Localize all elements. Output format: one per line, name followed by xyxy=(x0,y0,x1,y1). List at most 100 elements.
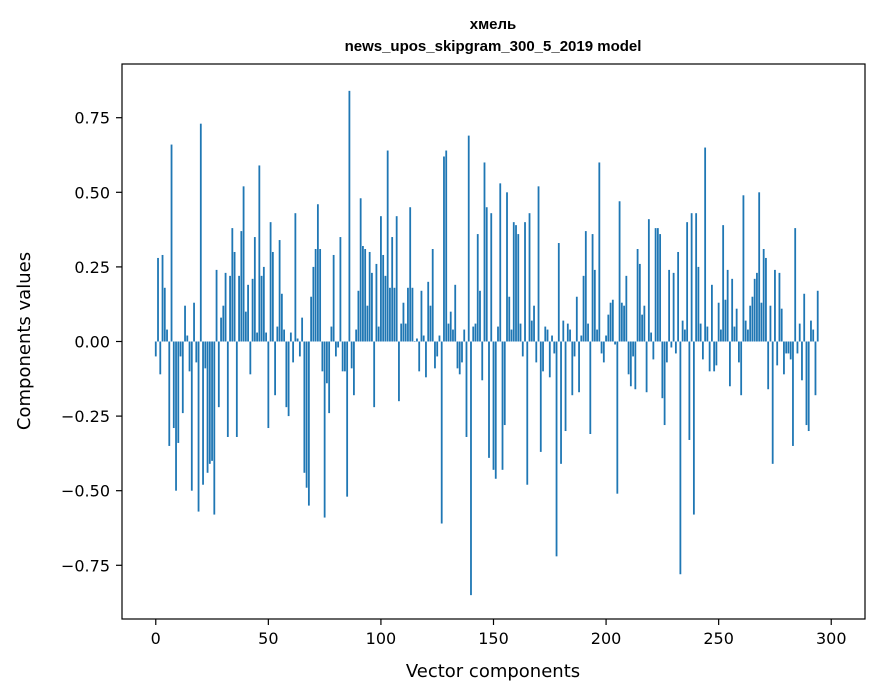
bar xyxy=(242,186,245,342)
bar xyxy=(211,341,213,461)
bar xyxy=(704,147,707,342)
bar xyxy=(506,192,508,342)
bar xyxy=(560,341,562,464)
bar xyxy=(398,341,400,402)
bar xyxy=(271,251,274,342)
bar xyxy=(571,341,574,396)
bar xyxy=(256,332,258,342)
bar xyxy=(235,341,238,437)
bar xyxy=(339,237,342,342)
bar xyxy=(402,302,405,342)
bar xyxy=(330,326,333,342)
bar xyxy=(341,341,344,372)
bar xyxy=(380,216,382,342)
bar xyxy=(319,249,322,342)
bar xyxy=(258,165,261,342)
bar xyxy=(285,341,288,408)
bar xyxy=(206,341,209,473)
bar xyxy=(616,341,619,494)
bar xyxy=(526,341,529,485)
bar xyxy=(483,162,486,342)
bar xyxy=(431,249,434,342)
bar xyxy=(208,341,211,464)
bar xyxy=(695,213,698,342)
bar xyxy=(740,341,743,396)
y-tick-label: 0.00 xyxy=(74,333,110,352)
bar xyxy=(307,341,310,506)
bar xyxy=(436,341,439,357)
bar xyxy=(744,320,747,342)
bar xyxy=(665,341,668,363)
bar xyxy=(303,341,306,473)
bar xyxy=(796,341,799,354)
bar xyxy=(296,338,299,342)
bar xyxy=(427,281,430,342)
bar xyxy=(316,204,319,342)
bar xyxy=(328,341,331,414)
bar xyxy=(425,341,427,378)
bar xyxy=(332,254,335,342)
bar xyxy=(364,249,367,342)
bar xyxy=(217,341,220,408)
bar xyxy=(373,341,376,408)
bar xyxy=(681,320,684,342)
bar xyxy=(731,278,734,342)
bar xyxy=(656,228,659,342)
bar xyxy=(312,266,315,342)
bar xyxy=(807,341,810,432)
bar xyxy=(544,326,547,342)
bar xyxy=(229,275,231,342)
bar xyxy=(600,341,603,354)
bar xyxy=(679,341,682,575)
bar xyxy=(409,207,412,342)
y-tick-label: 0.25 xyxy=(74,258,110,277)
x-axis-ticks: 0 50 100 150 200 250 300 xyxy=(151,619,847,648)
bar xyxy=(726,269,729,342)
bar xyxy=(729,341,731,387)
bar xyxy=(231,228,234,342)
bar xyxy=(774,269,776,342)
bar xyxy=(720,329,722,342)
bar xyxy=(310,296,313,342)
bar xyxy=(620,302,623,342)
bar xyxy=(584,231,587,342)
bar xyxy=(384,275,387,342)
bar xyxy=(416,338,418,342)
bar xyxy=(344,341,346,372)
bar xyxy=(683,329,686,342)
bar xyxy=(724,299,727,342)
bar xyxy=(602,341,605,363)
bar xyxy=(551,335,553,342)
bar xyxy=(179,341,182,357)
bar xyxy=(515,225,517,342)
bar xyxy=(778,272,781,342)
bar xyxy=(810,320,812,342)
bar xyxy=(533,305,535,342)
bar xyxy=(690,213,693,342)
bar xyxy=(548,341,551,378)
bar xyxy=(776,341,779,366)
bar xyxy=(783,341,785,375)
bar xyxy=(265,332,267,342)
bar xyxy=(641,314,643,342)
bar xyxy=(562,320,565,342)
bar xyxy=(573,341,576,357)
bar xyxy=(652,341,655,360)
bar xyxy=(251,278,254,342)
bar xyxy=(814,341,817,396)
bar xyxy=(494,341,497,479)
bar xyxy=(713,341,716,372)
bar xyxy=(762,249,765,342)
bar xyxy=(645,341,648,393)
bar xyxy=(715,341,718,366)
plot-frame xyxy=(121,63,866,620)
bar xyxy=(443,156,445,342)
x-tick-label: 250 xyxy=(703,629,734,648)
bar xyxy=(287,341,290,417)
bar xyxy=(362,246,364,342)
bar xyxy=(499,183,502,342)
bar xyxy=(708,341,711,372)
bar xyxy=(688,341,691,440)
bar xyxy=(528,213,531,342)
